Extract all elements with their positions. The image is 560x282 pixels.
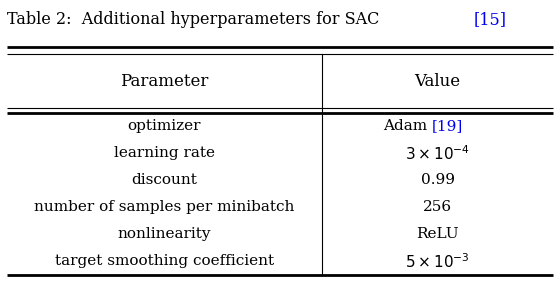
Text: $5 \times 10^{-3}$: $5 \times 10^{-3}$: [405, 252, 470, 271]
Text: ReLU: ReLU: [416, 227, 459, 241]
Text: [19]: [19]: [432, 119, 463, 133]
Text: Parameter: Parameter: [120, 73, 208, 90]
Text: target smoothing coefficient: target smoothing coefficient: [55, 254, 274, 268]
Text: optimizer: optimizer: [128, 119, 201, 133]
Text: number of samples per minibatch: number of samples per minibatch: [34, 201, 295, 214]
Text: Value: Value: [414, 73, 461, 90]
Text: Adam: Adam: [383, 119, 432, 133]
Text: learning rate: learning rate: [114, 146, 215, 160]
Text: nonlinearity: nonlinearity: [118, 227, 211, 241]
Text: 0.99: 0.99: [421, 173, 455, 187]
Text: Table 2:  Additional hyperparameters for SAC: Table 2: Additional hyperparameters for …: [7, 11, 384, 28]
Text: [15]: [15]: [473, 11, 506, 28]
Text: 256: 256: [423, 201, 452, 214]
Text: discount: discount: [132, 173, 197, 187]
Text: $3 \times 10^{-4}$: $3 \times 10^{-4}$: [405, 144, 470, 163]
